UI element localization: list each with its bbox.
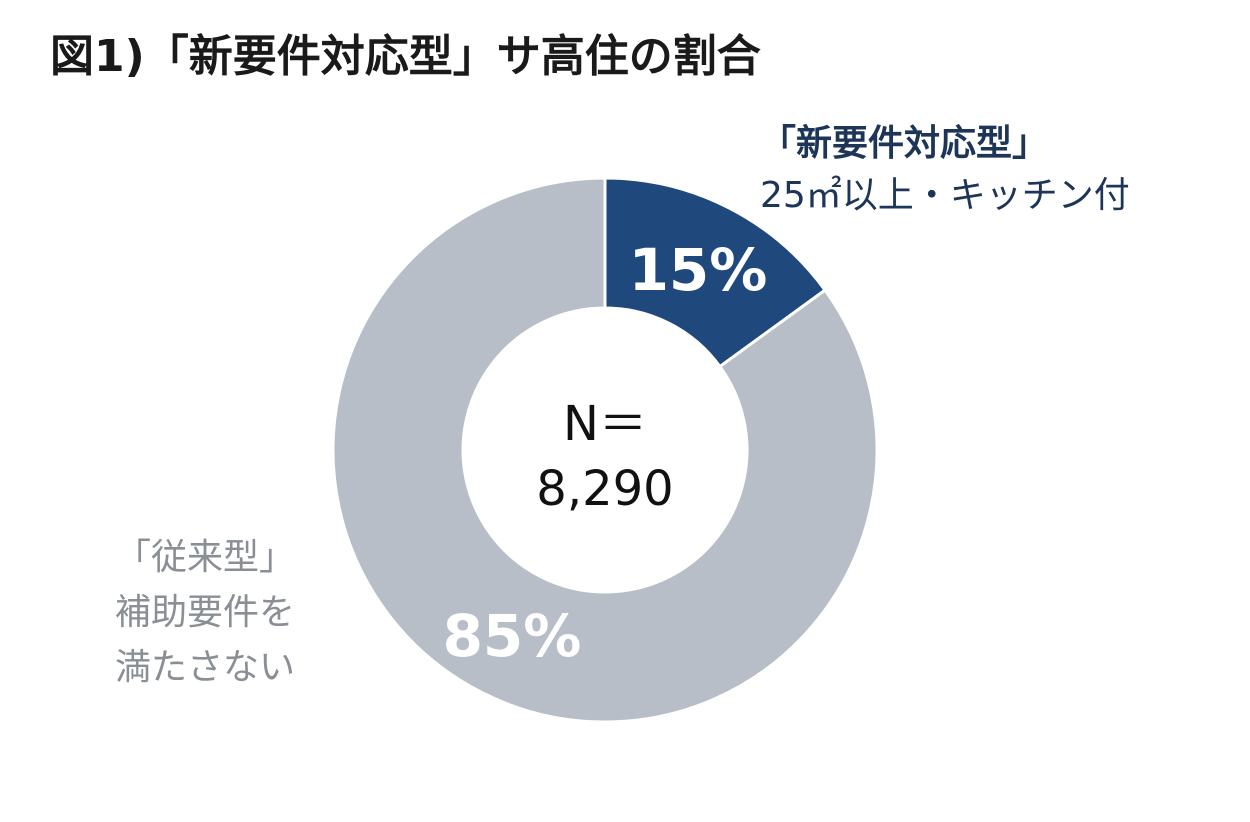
label-old-type-line2: 補助要件を [115,592,296,633]
center-label-count: 8,290 [536,461,673,517]
label-old-type-line3: 満たさない [115,647,296,688]
donut-slice-new [603,176,828,369]
label-new-type-line1: 「新要件対応型」 [760,123,1049,164]
donut-slice-old [331,176,879,724]
donut-slices [331,176,879,724]
slice-value-label-old: 85% [443,602,582,670]
chart-title: 図1)「新要件対応型」サ高住の割合 [50,31,761,82]
label-old-type-line1: 「従来型」 [115,537,296,578]
label-new-type: 「新要件対応型」 25㎡以上・キッチン付 [760,118,1130,222]
slice-value-label-new: 15% [629,236,768,304]
label-new-type-line2: 25㎡以上・キッチン付 [760,175,1130,216]
center-label-n: N＝ [563,396,647,452]
label-old-type: 「従来型」 補助要件を 満たさない [115,530,295,695]
